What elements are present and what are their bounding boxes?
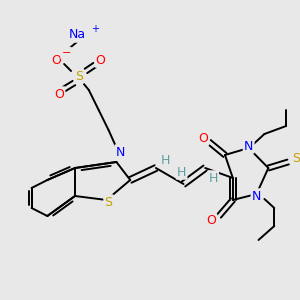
Text: S: S xyxy=(75,70,83,83)
Text: O: O xyxy=(51,53,61,67)
Text: N: N xyxy=(252,190,261,202)
Text: Na: Na xyxy=(68,28,86,41)
Text: +: + xyxy=(91,24,99,34)
Text: H: H xyxy=(177,166,186,178)
Text: S: S xyxy=(104,196,112,208)
Text: −: − xyxy=(61,48,71,58)
Text: H: H xyxy=(161,154,170,166)
Text: O: O xyxy=(206,214,216,227)
Text: O: O xyxy=(96,53,106,67)
Text: O: O xyxy=(198,131,208,145)
Text: S: S xyxy=(292,152,300,166)
Text: N: N xyxy=(116,146,125,158)
Text: N: N xyxy=(244,140,253,152)
Text: O: O xyxy=(54,88,64,100)
Text: H: H xyxy=(208,172,218,184)
